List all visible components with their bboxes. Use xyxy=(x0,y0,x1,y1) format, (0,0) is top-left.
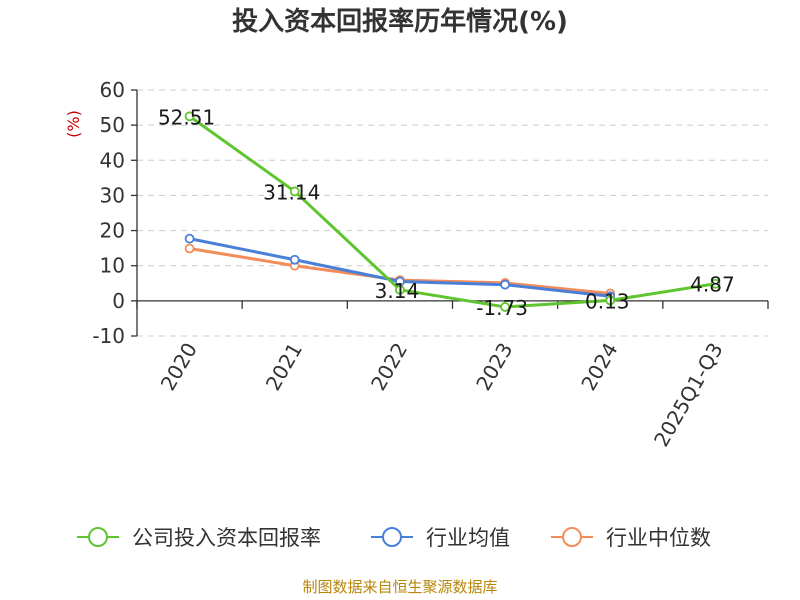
legend-marker xyxy=(382,527,402,547)
series-point xyxy=(289,254,300,265)
x-tick-label: 2021 xyxy=(261,339,307,395)
series-line xyxy=(188,114,717,309)
x-tick-label: 2023 xyxy=(471,339,517,395)
x-tick-label: 2024 xyxy=(576,339,622,395)
y-tick-label: 20 xyxy=(100,219,125,243)
y-tick-label: 30 xyxy=(100,183,125,207)
series-point xyxy=(184,111,195,122)
y-tick-label: 50 xyxy=(100,113,125,137)
legend-label: 公司投入资本回报率 xyxy=(132,526,321,550)
legend-marker xyxy=(562,527,582,547)
y-tick-label: 10 xyxy=(100,254,125,278)
x-tick-label: 2022 xyxy=(366,339,412,395)
x-tick-label: 2020 xyxy=(156,339,202,395)
data-label: 4.87 xyxy=(690,273,735,297)
series-point xyxy=(184,243,195,254)
y-tick-label: 60 xyxy=(100,78,125,102)
y-tick-label: 0 xyxy=(112,289,125,313)
data-label: 52.51 xyxy=(158,105,215,129)
y-unit-label: (%) xyxy=(64,110,83,138)
data-label: 0.13 xyxy=(585,289,630,313)
x-tick-label: 2025Q1-Q3 xyxy=(649,339,728,451)
y-tick-label: -10 xyxy=(92,324,125,348)
data-label: 31.14 xyxy=(263,180,320,204)
data-label: -1.73 xyxy=(476,296,528,320)
chart-title: 投入资本回报率历年情况(%) xyxy=(232,7,568,37)
y-tick-label: 40 xyxy=(100,148,125,172)
series-point xyxy=(184,233,195,244)
legend-marker xyxy=(88,527,108,547)
data-label: 3.14 xyxy=(375,279,420,303)
series-point xyxy=(500,279,510,290)
series-point xyxy=(500,302,510,312)
series-point xyxy=(710,278,721,289)
series-point xyxy=(289,186,300,197)
legend-label: 行业中位数 xyxy=(606,526,711,550)
legend-label: 行业均值 xyxy=(426,526,510,550)
series-point xyxy=(605,295,616,306)
series-point xyxy=(395,284,405,295)
source-note: 制图数据来自恒生聚源数据库 xyxy=(302,578,498,596)
